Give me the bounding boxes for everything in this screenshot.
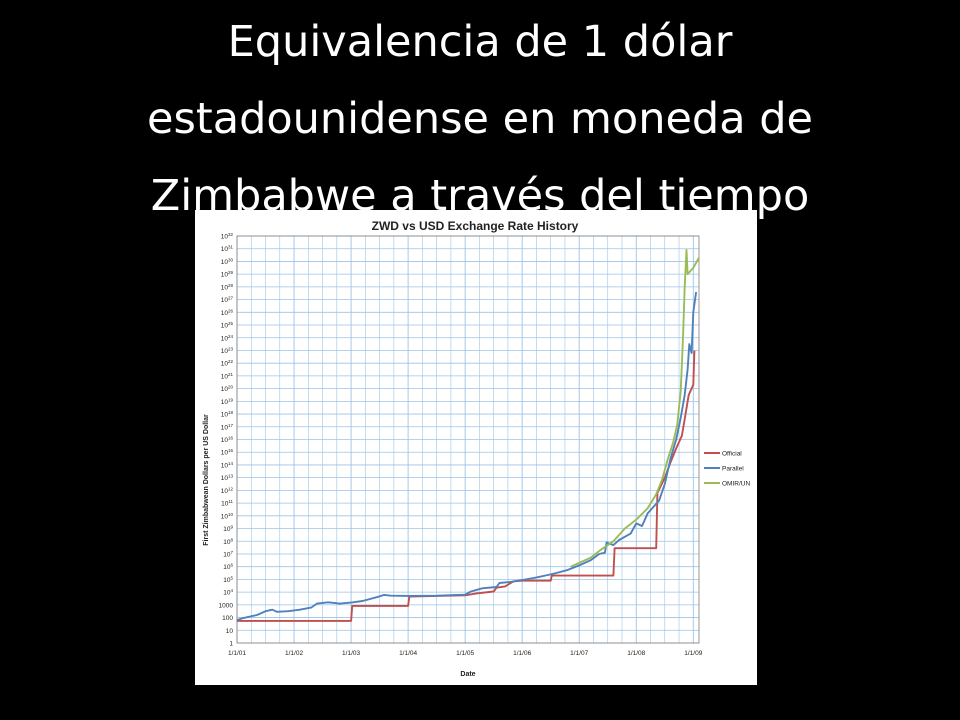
y-tick-label: 1011 [221, 499, 233, 508]
x-tick-label: 1/1/09 [684, 650, 702, 657]
y-tick-label: 1000 [219, 602, 234, 609]
slide-title: Equivalencia de 1 dólar estadounidense e… [0, 4, 960, 235]
y-tick-label: 1014 [221, 461, 234, 470]
x-tick-label: 1/1/06 [513, 650, 531, 657]
y-tick-label: 107 [223, 550, 233, 559]
y-tick-label: 1010 [221, 512, 234, 521]
slide-title-line-2: estadounidense en moneda de [147, 94, 813, 144]
y-tick-label: 1032 [221, 232, 234, 241]
x-tick-label: 1/1/01 [228, 650, 246, 657]
y-tick-label: 100 [222, 615, 233, 622]
series-line-parallel [236, 291, 698, 622]
y-tick-label: 10 [226, 628, 234, 635]
y-tick-label: 1022 [221, 359, 234, 368]
y-tick-label: 1015 [221, 448, 234, 457]
y-tick-label: 1027 [221, 296, 234, 305]
y-tick-label: 104 [223, 588, 233, 597]
legend-label: Parallel [722, 465, 744, 472]
y-tick-label: 108 [223, 537, 233, 546]
y-tick-label: 1018 [221, 410, 234, 419]
chart-canvas: ZWD vs USD Exchange Rate History First Z… [203, 219, 750, 678]
y-tick-label: 1030 [221, 257, 234, 266]
exchange-rate-chart: ZWD vs USD Exchange Rate History First Z… [195, 210, 757, 685]
chart-title: ZWD vs USD Exchange Rate History [372, 219, 579, 233]
legend-label: OMIR/UN [722, 480, 750, 487]
x-tick-label: 1/1/08 [627, 650, 645, 657]
y-tick-label: 1012 [221, 486, 234, 495]
y-tick-label: 1028 [221, 283, 234, 292]
y-tick-label: 1013 [221, 474, 234, 483]
y-tick-label: 1017 [221, 423, 234, 432]
y-tick-label: 1029 [221, 270, 234, 279]
x-tick-label: 1/1/05 [456, 650, 474, 657]
y-tick-label: 105 [223, 575, 233, 584]
y-tick-label: 1016 [221, 436, 234, 445]
x-tick-label: 1/1/02 [285, 650, 303, 657]
x-tick-label: 1/1/03 [342, 650, 360, 657]
x-axis-label: Date [460, 671, 475, 678]
legend-label: Official [722, 450, 742, 457]
series-line-official [237, 350, 696, 622]
slide-title-line-1: Equivalencia de 1 dólar [227, 17, 733, 67]
y-tick-label: 1021 [221, 372, 234, 381]
series-line-omir-un [570, 249, 700, 568]
x-tick-label: 1/1/04 [399, 650, 417, 657]
y-tick-label: 106 [223, 563, 233, 572]
y-tick-label: 1020 [221, 385, 234, 394]
y-tick-label: 1023 [221, 346, 234, 355]
plot-area [236, 235, 700, 644]
y-tick-label: 109 [223, 525, 233, 534]
y-axis-label: First Zimbabwean Dollars per US Dollar [203, 414, 210, 546]
y-tick-label: 1025 [221, 321, 234, 330]
y-tick-label: 1031 [221, 245, 234, 254]
y-tick-label: 1024 [221, 334, 234, 343]
y-tick-label: 1026 [221, 308, 234, 317]
y-tick-label: 1 [229, 641, 233, 648]
y-tick-label: 1019 [221, 397, 234, 406]
x-tick-label: 1/1/07 [570, 650, 588, 657]
